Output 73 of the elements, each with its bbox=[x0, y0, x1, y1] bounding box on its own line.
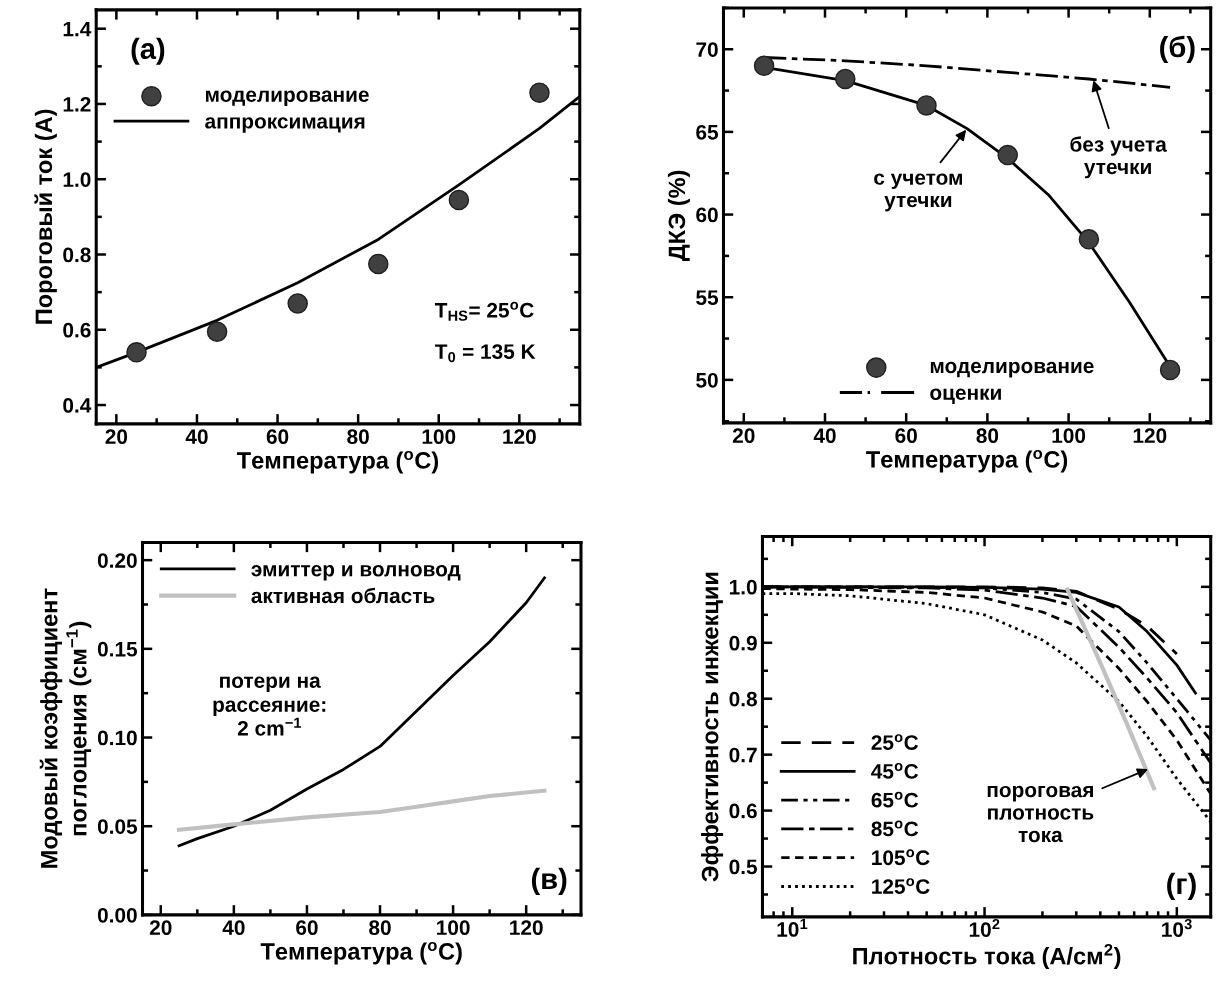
annotation: (г) bbox=[1167, 872, 1196, 901]
legend-label: 65$^{o}$C bbox=[871, 791, 919, 808]
y-tick-label: 1.0 bbox=[63, 172, 91, 187]
legend-label: моделирование bbox=[930, 361, 1094, 378]
x-tick-label: 100 bbox=[1052, 428, 1086, 444]
y-tick-label: 50 bbox=[696, 372, 718, 388]
x-axis-title: Температура ($^{o}$C) bbox=[236, 450, 439, 474]
x-tick-label: 20 bbox=[105, 429, 128, 445]
y-tick-label: 0.00 bbox=[97, 907, 137, 923]
y-tick-label: 0.6 bbox=[63, 322, 91, 338]
x-tick-label: 80 bbox=[976, 428, 999, 444]
y-tick-label: 0.8 bbox=[63, 247, 91, 263]
x-tick-label: 120 bbox=[510, 920, 543, 936]
y-axis-title: Модовый коэффициент поглощения (см$^{−1}$) bbox=[39, 588, 92, 868]
y-tick-label: 0.8 bbox=[729, 691, 757, 707]
y-tick-label: 0.4 bbox=[63, 398, 92, 413]
x-tick-label: 80 bbox=[369, 920, 391, 936]
annotation: без учета утечки bbox=[1070, 136, 1167, 179]
annotation: потери на рассеяние: 2 cm$^{−1}$ bbox=[213, 676, 326, 736]
legend-label: оценки bbox=[930, 388, 1001, 404]
y-tick-label: 0.6 bbox=[729, 803, 757, 819]
legend-label: 105$^{o}$C bbox=[872, 849, 930, 866]
y-tick-label: 65 bbox=[696, 124, 719, 140]
x-tick-label: 20 bbox=[149, 920, 172, 936]
y-tick-label: 0.20 bbox=[97, 553, 137, 568]
legend-label: 85$^{o}$C bbox=[871, 820, 919, 837]
x-tick-label: 10$^{3}$ bbox=[1162, 918, 1192, 937]
legend-label: активная область bbox=[251, 587, 435, 604]
annotation: T$_{HS}$= 25$^{o}$C bbox=[434, 301, 534, 321]
legend-label: аппроксимация bbox=[205, 117, 365, 133]
legend-label: моделирование bbox=[206, 90, 369, 107]
x-tick-label: 100 bbox=[437, 920, 470, 936]
legend-label: эмиттер и волновод bbox=[251, 565, 461, 581]
y-tick-label: 0.15 bbox=[97, 641, 138, 657]
x-tick-label: 10$^{2}$ bbox=[969, 918, 1000, 937]
y-axis-title: ДКЭ (%) bbox=[667, 170, 690, 261]
legend-label: 45$^{o}$C bbox=[871, 762, 919, 779]
y-tick-label: 0.9 bbox=[729, 635, 757, 651]
y-axis-title: Пороговый ток (А) bbox=[34, 109, 57, 324]
y-tick-label: 1.0 bbox=[729, 579, 757, 595]
x-axis-title: Плотность тока (А/см$^{2}$) bbox=[853, 943, 1121, 970]
annotation: (в) bbox=[531, 867, 567, 895]
annotation: пороговая плотность тока bbox=[987, 785, 1094, 843]
x-tick-label: 120 bbox=[503, 429, 536, 445]
y-tick-label: 0.10 bbox=[97, 730, 137, 746]
x-tick-label: 10$^{1}$ bbox=[777, 918, 808, 937]
y-tick-label: 1.2 bbox=[63, 96, 91, 112]
x-axis-title: Температура ($^{o}$C) bbox=[866, 449, 1068, 473]
x-axis-title: Температура ($^{o}$C) bbox=[260, 941, 462, 965]
y-tick-label: 0.7 bbox=[729, 747, 757, 763]
legend-label: 125$^{o}$C bbox=[872, 878, 930, 894]
y-tick-label: 1.4 bbox=[63, 21, 92, 37]
x-tick-label: 80 bbox=[347, 429, 369, 445]
annotation: T$_{0}$ = 135 K bbox=[434, 344, 536, 363]
y-tick-label: 55 bbox=[696, 290, 719, 305]
annotation: (б) bbox=[1160, 35, 1195, 64]
y-axis-title: Эффективность инжекции bbox=[701, 572, 724, 882]
y-tick-label: 70 bbox=[696, 42, 718, 57]
annotation: с учетом утечки bbox=[874, 173, 962, 212]
y-tick-label: 0.5 bbox=[729, 859, 758, 875]
x-tick-label: 40 bbox=[185, 429, 208, 445]
x-tick-label: 100 bbox=[422, 429, 456, 445]
x-tick-label: 120 bbox=[1133, 428, 1167, 444]
x-tick-label: 40 bbox=[222, 920, 245, 936]
y-tick-label: 0.05 bbox=[97, 819, 138, 834]
x-tick-label: 60 bbox=[296, 920, 318, 936]
x-tick-label: 20 bbox=[732, 428, 755, 444]
annotation: (а) bbox=[131, 37, 165, 65]
legend-label: 25$^{o}$C bbox=[871, 734, 919, 750]
x-tick-label: 40 bbox=[813, 428, 836, 444]
x-tick-label: 60 bbox=[266, 429, 289, 445]
x-tick-label: 60 bbox=[895, 428, 917, 444]
y-tick-label: 60 bbox=[696, 207, 718, 223]
